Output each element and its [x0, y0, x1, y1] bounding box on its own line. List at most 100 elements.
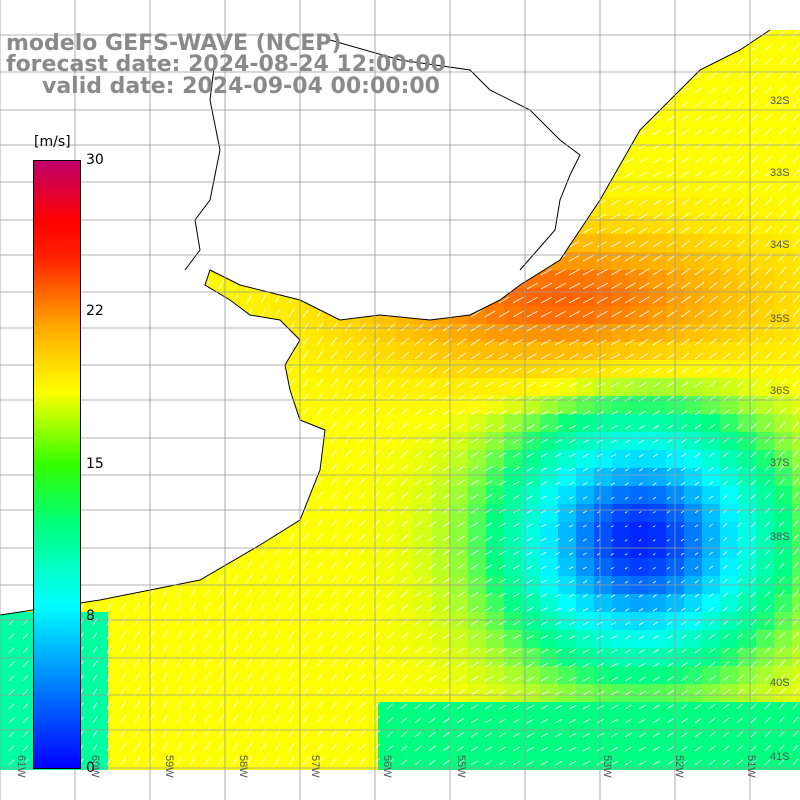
wind-arrow: [22, 689, 29, 696]
wind-arrow: [92, 574, 99, 584]
wind-arrow: [414, 337, 424, 346]
wind-arrow: [624, 482, 629, 486]
field-cell: [684, 360, 702, 378]
wind-arrow: [470, 465, 479, 472]
field-cell: [702, 468, 720, 486]
wind-arrow: [92, 716, 98, 724]
wind-arrow: [638, 439, 645, 444]
wind-arrow: [597, 4, 605, 9]
field-cell: [756, 0, 774, 18]
wind-arrow: [288, 378, 295, 388]
wind-arrow: [540, 509, 547, 514]
field-cell: [0, 702, 18, 720]
wind-arrow: [765, 16, 772, 23]
field-cell: [612, 306, 630, 324]
wind-arrow: [316, 407, 324, 416]
field-cell: [324, 288, 342, 306]
field-cell: [126, 702, 144, 720]
wind-arrow: [512, 129, 522, 136]
field-cell: [684, 612, 702, 630]
field-cell: [684, 342, 702, 360]
wind-arrow: [260, 112, 267, 122]
field-cell: [180, 558, 198, 576]
wind-arrow: [736, 225, 745, 234]
wind-arrow: [247, 15, 252, 23]
wind-arrow: [443, 3, 451, 9]
wind-arrow: [666, 580, 671, 584]
wind-arrow: [750, 170, 759, 178]
field-cell: [648, 378, 666, 396]
wind-arrow: [778, 464, 785, 472]
field-cell: [648, 486, 666, 504]
field-cell: [288, 306, 306, 324]
wind-arrow: [442, 45, 451, 52]
wind-arrow: [274, 280, 281, 290]
field-cell: [144, 270, 162, 288]
wind-arrow: [498, 466, 507, 472]
wind-arrow: [554, 186, 564, 192]
field-cell: [486, 414, 504, 432]
wind-arrow: [610, 662, 618, 668]
field-cell: [558, 90, 576, 108]
wind-arrow: [288, 476, 295, 486]
wind-arrow: [330, 294, 338, 304]
wind-arrow: [750, 211, 759, 220]
field-cell: [648, 666, 666, 684]
field-cell: [108, 738, 126, 756]
wind-arrow: [288, 154, 295, 164]
wind-arrow: [316, 99, 324, 108]
wind-arrow: [736, 423, 744, 430]
wind-arrow: [554, 467, 562, 472]
wind-arrow: [330, 379, 338, 388]
wind-arrow: [624, 45, 634, 52]
wind-arrow: [512, 452, 521, 458]
wind-arrow: [22, 421, 30, 430]
field-cell: [558, 306, 576, 324]
field-cell: [594, 684, 612, 702]
wind-arrow: [260, 602, 267, 612]
wind-arrow: [191, 1, 195, 9]
field-cell: [162, 540, 180, 558]
wind-arrow: [680, 467, 686, 472]
field-cell: [252, 270, 270, 288]
field-cell: [612, 504, 630, 522]
field-cell: [198, 594, 216, 612]
field-cell: [540, 72, 558, 90]
field-cell: [774, 558, 792, 576]
wind-arrow: [191, 15, 195, 23]
wind-arrow: [680, 410, 688, 416]
wind-arrow: [358, 169, 366, 178]
wind-arrow: [582, 102, 592, 108]
wind-arrow: [344, 322, 352, 332]
field-cell: [450, 396, 468, 414]
wind-arrow: [400, 198, 409, 206]
field-cell: [630, 72, 648, 90]
wind-arrow: [624, 453, 631, 458]
field-cell: [198, 162, 216, 180]
field-cell: [504, 180, 522, 198]
wind-arrow: [596, 199, 606, 206]
field-cell: [414, 774, 432, 792]
wind-arrow: [22, 589, 30, 598]
wind-arrow: [372, 239, 381, 248]
wind-arrow: [78, 126, 85, 136]
field-cell: [540, 396, 558, 414]
wind-arrow: [232, 308, 239, 318]
field-cell: [396, 234, 414, 252]
field-cell: [738, 360, 756, 378]
wind-arrow: [624, 468, 630, 472]
wind-arrow: [302, 434, 309, 444]
field-cell: [558, 378, 576, 396]
wind-arrow: [22, 449, 30, 458]
wind-arrow: [666, 676, 675, 682]
wind-arrow: [176, 476, 182, 486]
wind-arrow: [428, 674, 437, 682]
wind-arrow: [386, 225, 395, 234]
field-cell: [558, 486, 576, 504]
field-cell: [18, 0, 36, 18]
wind-arrow: [22, 731, 29, 738]
wind-arrow: [722, 30, 731, 38]
wind-arrow: [708, 226, 718, 234]
wind-arrow: [302, 630, 309, 640]
wind-arrow: [302, 266, 310, 276]
